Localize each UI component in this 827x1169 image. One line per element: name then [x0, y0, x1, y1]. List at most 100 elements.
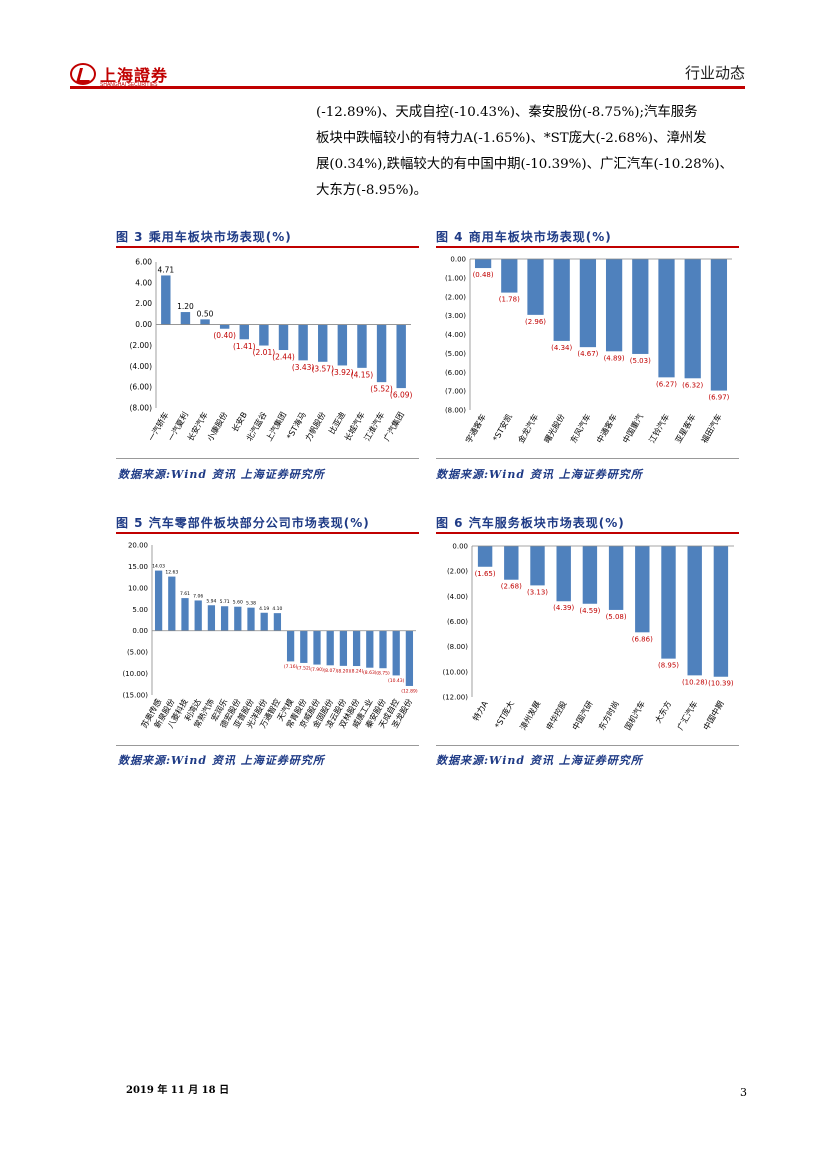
chart-bar: [337, 324, 348, 366]
y-tick-label: (6.00): [129, 383, 152, 392]
data-label: 7.61: [180, 591, 190, 597]
chart-bar: [687, 546, 702, 676]
data-label: 1.20: [177, 302, 194, 311]
figure-3-title: 图 3 乘用车板块市场表现(%): [116, 230, 292, 244]
body-line: 板块中跌幅较小的有特力A(-1.65%)、*ST庞大(-2.68%)、漳州发: [316, 131, 707, 146]
data-label: 4.19: [259, 606, 269, 612]
body-line: 大东方(-8.95%)。: [316, 183, 428, 198]
y-tick-label: 10.00: [128, 584, 148, 592]
chart-bar: [239, 324, 249, 340]
data-label: (5.52): [370, 385, 393, 394]
figure-4-title: 图 4 商用车板块市场表现(%): [436, 230, 612, 244]
chart-bar: [710, 259, 728, 391]
data-label: (6.32): [682, 381, 703, 389]
category-label: 特力A: [470, 699, 490, 723]
chart-bar: [219, 324, 230, 329]
category-label: 中国中期: [701, 699, 726, 732]
data-label: (0.48): [473, 271, 494, 279]
chart-bar: [376, 324, 387, 383]
y-tick-label: (4.00): [129, 362, 152, 371]
figure-4-chart: 0.00 (1.00) (2.00) (3.00) (4.00) (5.00) (6.00)…: [445, 256, 732, 445]
chart-bar: [220, 606, 229, 631]
y-tick-label: 2.00: [135, 299, 152, 308]
chart-bar: [379, 630, 387, 669]
chart-bar: [154, 570, 163, 631]
chart-bar: [260, 612, 268, 631]
data-label: (8.24): [350, 669, 364, 675]
figure-4-source: 数据来源:Wind 资讯 上海证券研究所: [436, 468, 643, 481]
data-label: (2.68): [501, 583, 522, 591]
figure-6-title: 图 6 汽车服务板块市场表现(%): [436, 516, 625, 530]
category-label: 东方时尚: [596, 699, 621, 732]
chart-bar: [259, 324, 269, 346]
y-tick-label: 4.00: [135, 278, 152, 287]
data-label: (6.86): [632, 635, 653, 643]
chart-bar: [366, 630, 374, 668]
data-label: (8.95): [658, 662, 679, 670]
data-label: (3.13): [527, 588, 548, 596]
chart-bar: [635, 546, 650, 633]
logo-subtitle: SHANGHAI SECURITIES: [100, 82, 158, 88]
chart-bar: [527, 259, 544, 315]
chart-bar: [713, 546, 729, 677]
chart-bar: [200, 319, 210, 325]
y-tick-label: (4.00): [447, 593, 468, 601]
data-label: (1.41): [233, 342, 256, 351]
data-label: (10.28): [682, 678, 708, 686]
category-label: 比亚迪: [326, 410, 347, 436]
chart-bar: [556, 546, 571, 602]
y-tick-label: 0.00: [452, 543, 468, 551]
category-label: 长安B: [230, 410, 249, 434]
figure-6-source: 数据来源:Wind 资讯 上海证券研究所: [436, 754, 643, 767]
data-label: (6.27): [656, 380, 677, 388]
data-label: (4.59): [579, 607, 600, 615]
y-tick-label: 15.00: [128, 563, 148, 571]
chart-bar: [207, 605, 216, 631]
figure-5-chart: 20.00 15.00 10.00 5.00 0.00 (5.00) (10.00) (15.…: [122, 542, 417, 730]
category-label: 国机汽车: [622, 699, 647, 732]
y-tick-label: (4.00): [445, 331, 466, 339]
chart-bar: [247, 607, 255, 631]
chart-bar: [579, 259, 597, 348]
chart-bar: [474, 259, 492, 269]
y-tick-label: (7.00): [445, 388, 466, 396]
y-tick-label: (2.00): [445, 293, 466, 301]
data-label: (8.20): [337, 668, 351, 674]
y-tick-label: (8.00): [445, 407, 466, 415]
figure-4-top-rule: [436, 246, 739, 248]
data-label: 12.63: [165, 570, 178, 576]
category-label: 广汇汽车: [675, 699, 700, 732]
data-label: (2.96): [525, 318, 546, 326]
data-label: (4.89): [604, 354, 625, 362]
data-label: (8.75): [376, 671, 390, 677]
chart-bar: [339, 630, 348, 666]
chart-bar: [273, 613, 282, 631]
chart-bar: [632, 259, 649, 354]
chart-bar: [194, 600, 202, 631]
chart-bar: [605, 259, 623, 352]
y-tick-label: 20.00: [128, 542, 148, 550]
chart-bar: [661, 546, 676, 659]
chart-bar: [278, 324, 289, 351]
data-label: (4.15): [351, 370, 374, 379]
report-date: 2019 年 11 月 18 日: [126, 1085, 230, 1096]
data-label: (4.67): [577, 350, 598, 358]
chart-bar: [530, 546, 545, 586]
data-label: (8.07): [323, 668, 337, 674]
y-tick-label: (2.00): [129, 341, 152, 350]
chart-bar: [501, 259, 518, 293]
data-label: (4.39): [553, 604, 574, 612]
data-label: 4.71: [157, 265, 174, 274]
figure-5-title: 图 5 汽车零部件板块部分公司市场表现(%): [116, 516, 370, 530]
y-tick-label: (6.00): [447, 618, 468, 626]
chart-bar: [582, 546, 598, 604]
chart-bar: [181, 598, 189, 631]
figure-5-top-rule: [116, 532, 419, 534]
category-label: 中通客车: [594, 412, 619, 445]
figure-3-top-rule: [116, 246, 419, 248]
chart-bar: [405, 630, 414, 686]
y-tick-label: 0.00: [132, 627, 148, 635]
chart-bar: [318, 324, 328, 362]
chart-bar: [396, 324, 406, 389]
chart-bar: [553, 259, 570, 341]
